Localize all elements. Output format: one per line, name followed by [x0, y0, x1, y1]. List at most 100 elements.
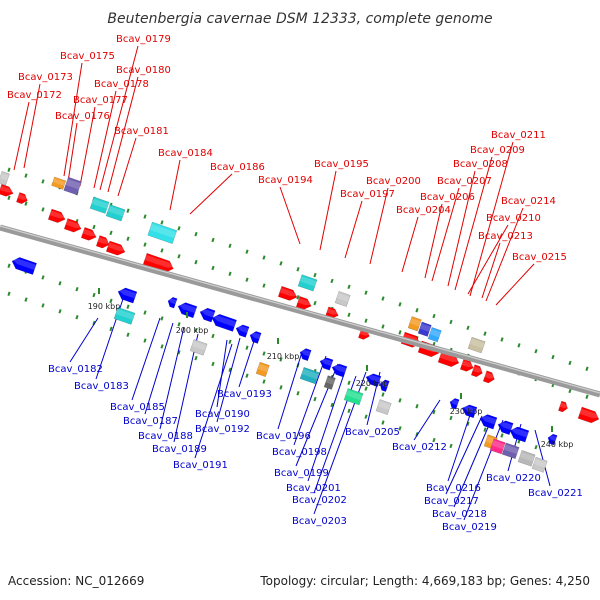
forward-gene-arrow [577, 406, 600, 424]
grid-dot [466, 325, 470, 331]
grid-dot [449, 415, 453, 421]
grid-dot [245, 249, 249, 254]
reverse-gene-arrow [235, 324, 250, 338]
grid-dot [398, 426, 402, 431]
gene-label: Bcav_0218 [432, 509, 487, 520]
accession-text: Accession: NC_012669 [8, 574, 145, 588]
reverse-gene-arrow [11, 257, 37, 275]
gene-box [489, 438, 506, 455]
gene-label: Bcav_0192 [195, 424, 250, 435]
gene-label: Bcav_0181 [114, 126, 169, 137]
grid-dot [483, 331, 487, 336]
gene-box [501, 442, 520, 460]
label-leader-line [107, 76, 139, 193]
grid-dot [347, 284, 351, 290]
grid-dot [262, 283, 266, 288]
grid-dot [143, 338, 147, 343]
label-leader-line [79, 106, 96, 187]
grid-dot [75, 314, 79, 320]
grid-dot [228, 271, 232, 277]
gene-label: Bcav_0212 [392, 442, 447, 453]
gene-label: Bcav_0180 [116, 65, 171, 76]
grid-dot [126, 236, 130, 241]
grid-dot [585, 394, 589, 399]
grid-dot [568, 388, 572, 394]
grid-dot [7, 291, 11, 296]
scale-tick-mark [277, 338, 279, 344]
label-leader-line [194, 343, 233, 459]
grid-dot [415, 432, 419, 437]
gene-box [343, 388, 364, 406]
label-leader-line [467, 224, 509, 295]
label-leader-line [63, 62, 83, 177]
gene-label: Bcav_0205 [345, 427, 400, 438]
reverse-gene-arrow [299, 348, 312, 362]
grid-dot [568, 360, 572, 366]
gene-box [299, 366, 320, 385]
gene-label: Bcav_0191 [173, 460, 228, 471]
gene-label: Bcav_0211 [491, 130, 546, 141]
gene-labels: Bcav_0172 Bcav_0173 Bcav_0175 Bcav_0176 Bcav… [7, 34, 583, 533]
grid-dot [517, 343, 521, 348]
grid-dot [262, 351, 266, 356]
label-leader-line [144, 322, 174, 415]
grid-dot [262, 379, 266, 384]
gene-label: Bcav_0204 [396, 205, 451, 216]
gene-box [63, 176, 82, 196]
forward-gene-arrow [558, 400, 569, 413]
label-leader-line [401, 216, 419, 273]
grid-dot [483, 427, 487, 432]
scale-tick-mark [98, 288, 100, 294]
reverse-gene-arrow [331, 363, 348, 378]
gene-label: Bcav_0197 [340, 189, 395, 200]
grid-dot [279, 357, 283, 362]
reverse-gene-arrow [479, 414, 498, 430]
label-leader-line [431, 187, 460, 282]
grid-dot [313, 300, 317, 306]
grid-dot [7, 263, 11, 268]
gene-label: Bcav_0217 [424, 496, 479, 507]
grid-dot [534, 348, 538, 354]
gene-label: Bcav_0190 [195, 409, 250, 420]
grid-dot [7, 195, 11, 200]
label-leader-line [93, 90, 117, 189]
label-leader-line [69, 317, 99, 363]
gene-label: Bcav_0172 [7, 90, 62, 101]
gene-label: Bcav_0215 [512, 252, 567, 263]
grid-dot [381, 324, 385, 329]
label-leader-line [344, 200, 363, 259]
grid-dot [364, 386, 368, 391]
grid-dot [160, 344, 164, 349]
grid-dot [177, 322, 181, 327]
grid-dot [432, 313, 436, 319]
grid-dot [228, 367, 232, 373]
grid-dot [109, 326, 113, 332]
grid-dot [279, 385, 283, 390]
forward-gene-arrow [47, 208, 66, 223]
reverse-gene-arrow [199, 307, 216, 323]
grid-dot [245, 277, 249, 282]
gene-box [467, 336, 486, 354]
gene-label: Bcav_0185 [110, 402, 165, 413]
forward-gene-arrow [0, 183, 14, 197]
gene-box [323, 375, 336, 390]
grid-dot [211, 237, 215, 243]
gene-label: Bcav_0201 [286, 483, 341, 494]
gene-label: Bcav_0176 [55, 111, 110, 122]
label-leader-line [319, 170, 337, 251]
gene-label: Bcav_0219 [442, 522, 497, 533]
reverse-gene-arrow [117, 287, 138, 304]
grid-dot [330, 402, 334, 408]
gene-label: Bcav_0202 [292, 495, 347, 506]
gene-label: Bcav_0200 [366, 176, 421, 187]
gene-label: Bcav_0194 [258, 175, 313, 186]
gene-label: Bcav_0195 [314, 159, 369, 170]
label-leader-line [307, 373, 345, 482]
label-leader-line [534, 429, 551, 487]
grid-dot [24, 173, 28, 178]
grid-dot [24, 201, 28, 206]
label-leader-line [413, 399, 441, 441]
gene-label: Bcav_0213 [478, 231, 533, 242]
grid-dot [279, 261, 283, 266]
grid-dot [92, 320, 96, 326]
